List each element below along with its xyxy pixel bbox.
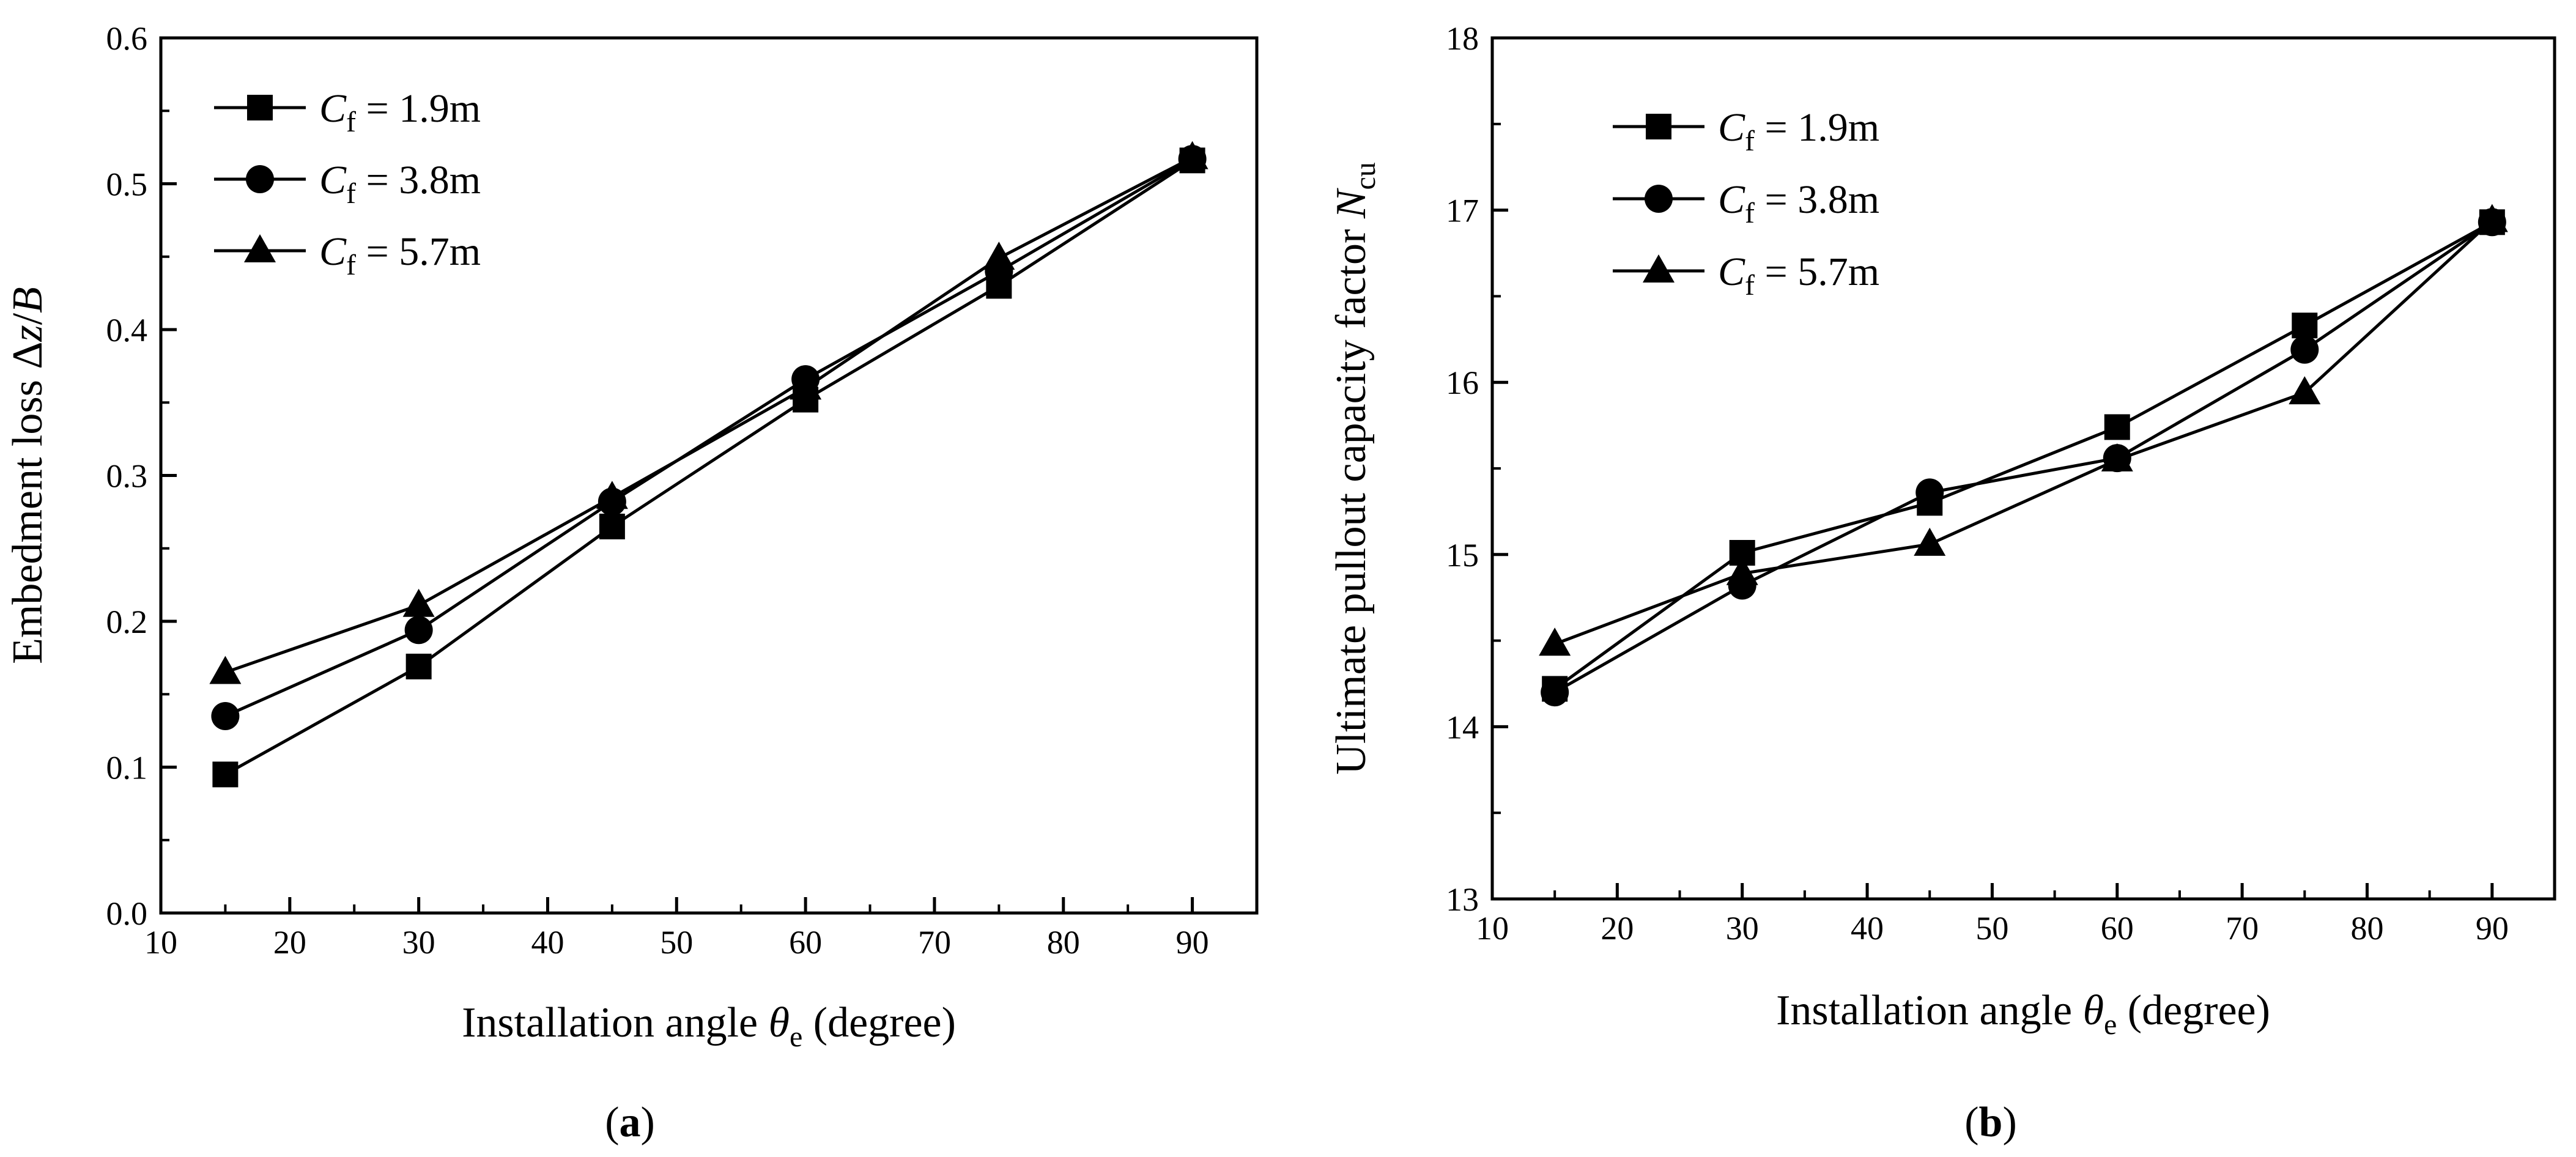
panel-a-series-1-point xyxy=(599,513,625,539)
panel-a-x-tick-label: 30 xyxy=(402,924,435,961)
panel-b-series-2-point xyxy=(2290,335,2319,364)
panel-b-y-tick-label: 13 xyxy=(1446,881,1479,918)
panel-b-x-tick-label: 50 xyxy=(1975,910,2008,947)
panel-b-legend-label-1: Cf = 1.9m xyxy=(1718,105,1879,157)
panel-b-plot-frame xyxy=(1490,36,2556,901)
panel-a-y-tick-label: 0.0 xyxy=(106,895,148,932)
panel-b-series-3-point xyxy=(2476,204,2508,232)
panel-a-y-tick-label: 0.4 xyxy=(106,312,148,349)
panel-a-x-tick-label: 10 xyxy=(144,924,177,961)
panel-b-series-2-point xyxy=(1915,478,1944,507)
panel-a-x-tick-label: 60 xyxy=(789,924,822,961)
panel-a-legend-label-2: Cf = 3.8m xyxy=(319,158,481,210)
panel-a-legend-label-1: Cf = 1.9m xyxy=(319,86,481,138)
panel-b-series-3-line xyxy=(1554,219,2493,646)
panel-a-y-tick-label: 0.6 xyxy=(106,20,148,57)
panel-a-label: (a) xyxy=(605,1099,655,1146)
panel-b-legend: Cf = 1.9m Cf = 3.8m Cf = 5.7m xyxy=(1613,105,1879,301)
panel-b-x-tick-label: 40 xyxy=(1851,910,1884,947)
panel-a-legend: Cf = 1.9m Cf = 3.8m Cf = 5.7m xyxy=(214,86,481,281)
panel-a-x-axis-title: Installation angle θe (degree) xyxy=(462,999,956,1053)
panel-a-series-2-point xyxy=(211,702,240,731)
panel-a-series-3-point xyxy=(402,588,435,617)
panel-a-series-1-point xyxy=(405,653,432,679)
panel-b-series-3-point xyxy=(1539,627,1571,656)
panel-a-x-tick-label: 90 xyxy=(1176,924,1209,961)
panel-b-series-2-point xyxy=(1541,678,1569,707)
panel-a-series-2-point xyxy=(404,616,433,645)
panel-a-x-tick-label: 40 xyxy=(531,924,564,961)
panel-b-y-tick-label: 18 xyxy=(1446,20,1479,57)
panel-b-series-3-point xyxy=(1914,527,1946,556)
panel-b-legend-marker-circle-icon xyxy=(1645,185,1673,213)
panel-a-series-3-point xyxy=(209,656,242,684)
panel-a-series-3-point xyxy=(983,242,1015,270)
panel-a-series-1-line xyxy=(224,159,1193,776)
panel-b-legend-label-3: Cf = 5.7m xyxy=(1718,250,1879,301)
panel-a-series-3-line xyxy=(224,156,1193,674)
panel-b-legend-label-2: Cf = 3.8m xyxy=(1718,177,1879,229)
chart-panel-b: 10 20 30 40 50 60 70 80 90 13 14 15 16 17 18 Installati… xyxy=(1328,20,2556,1146)
panel-b-x-tick-label: 60 xyxy=(2101,910,2134,947)
panel-b-series-1-line xyxy=(1553,221,2493,690)
panel-a-y-tick-label: 0.1 xyxy=(106,750,148,786)
panel-a-legend-label-3: Cf = 5.7m xyxy=(319,229,481,281)
panel-a-x-tick-label: 20 xyxy=(273,924,306,961)
panel-a-x-tick-label: 50 xyxy=(660,924,693,961)
panel-b-series-2-line xyxy=(1553,221,2493,694)
panel-b-series-2 xyxy=(1541,208,2506,707)
panel-a-x-tick-label: 80 xyxy=(1047,924,1080,961)
panel-b-y-tick-label: 14 xyxy=(1446,709,1479,745)
panel-a-y-tick-label: 0.2 xyxy=(106,604,148,640)
panel-a-series-1 xyxy=(212,147,1205,788)
chart-panel-a: 10 20 30 40 50 60 70 80 90 0.0 0.1 0.2 0.3 0.4 0.5 0.6 I… xyxy=(4,20,1259,1146)
panel-b-label: (b) xyxy=(1964,1099,2017,1146)
panel-a-series-1-point xyxy=(212,761,239,788)
panel-a-series-3-point xyxy=(1176,141,1208,169)
panel-a-y-axis-title: Embedment loss Δz/B xyxy=(4,287,51,664)
panel-a-series-3-point xyxy=(790,371,822,400)
panel-b-series-1-point xyxy=(2104,414,2130,440)
panel-a-series-3 xyxy=(209,141,1208,684)
panel-a-y-tick-label: 0.3 xyxy=(106,458,148,495)
panel-b-legend-marker-triangle-icon xyxy=(1643,254,1675,283)
panel-b-x-tick-label: 30 xyxy=(1726,910,1759,947)
panel-b-x-tick-label: 10 xyxy=(1476,910,1509,947)
panel-a-y-tick-label: 0.5 xyxy=(106,166,148,203)
panel-b-series-1-point xyxy=(2292,312,2318,339)
panel-a-legend-marker-square-icon xyxy=(247,95,273,120)
panel-b-series-3-point xyxy=(1726,556,1758,585)
panel-a-series-3-point xyxy=(596,481,628,509)
panel-b-y-tick-label: 16 xyxy=(1446,364,1479,401)
panel-b-x-axis-title: Installation angle θe (degree) xyxy=(1776,987,2270,1041)
panel-a-x-tick-label: 70 xyxy=(918,924,951,961)
panel-b-legend-marker-square-icon xyxy=(1646,114,1671,139)
panel-b-x-tick-label: 70 xyxy=(2226,910,2259,947)
panel-b-y-axis-title: Ultimate pullout capacity factor Ncu xyxy=(1328,162,1382,775)
panel-b-series-3 xyxy=(1539,204,2508,656)
panel-a-series-2-line xyxy=(224,157,1193,718)
panel-b-x-tick-label: 20 xyxy=(1601,910,1634,947)
panel-b-x-tick-label: 80 xyxy=(2350,910,2383,947)
panel-b-y-tick-label: 17 xyxy=(1446,193,1479,229)
panel-a-legend-marker-circle-icon xyxy=(246,165,274,193)
panel-b-series-3-point xyxy=(2289,376,2321,405)
panel-b-y-tick-label: 15 xyxy=(1446,537,1479,574)
panel-a-legend-marker-triangle-icon xyxy=(244,234,276,262)
panel-b-x-tick-label: 90 xyxy=(2476,910,2509,947)
panel-b-series-1 xyxy=(1542,209,2505,702)
panel-b-series-3-point xyxy=(2101,443,2133,471)
